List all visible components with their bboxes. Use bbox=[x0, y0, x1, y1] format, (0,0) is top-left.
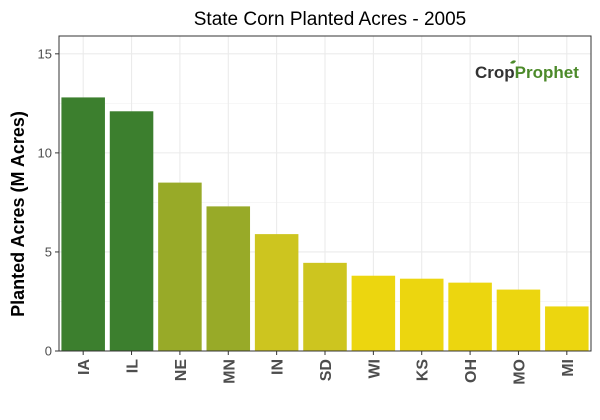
x-axis-ticks: IA IL NE MN IN SD WI KS OH MO MI bbox=[76, 351, 577, 385]
bar-wi bbox=[351, 275, 396, 351]
bar-sd bbox=[303, 262, 347, 351]
bar-ne bbox=[158, 182, 202, 351]
svg-text:CropProphet: CropProphet bbox=[475, 63, 579, 82]
x-tick-label-oh: OH bbox=[463, 359, 480, 383]
y-tick-label: 5 bbox=[45, 244, 52, 259]
bar-mo bbox=[496, 289, 541, 351]
bar-ia bbox=[61, 97, 105, 351]
y-axis-label: Planted Acres (M Acres) bbox=[8, 111, 28, 317]
x-tick-label-mi: MI bbox=[560, 359, 577, 377]
bar-mi bbox=[545, 306, 589, 351]
y-axis-ticks: 0 5 10 15 bbox=[38, 46, 59, 359]
leaf-icon bbox=[510, 60, 516, 64]
y-tick-label: 0 bbox=[45, 344, 52, 359]
y-tick-label: 15 bbox=[38, 46, 52, 61]
bar-ks bbox=[399, 278, 444, 351]
x-tick-label-ne: NE bbox=[173, 359, 190, 382]
plot-border bbox=[58, 35, 592, 352]
x-tick-label-mn: MN bbox=[221, 359, 238, 384]
bar-il bbox=[109, 111, 154, 351]
bars bbox=[61, 97, 589, 351]
x-tick-label-sd: SD bbox=[318, 359, 335, 381]
x-tick-label-wi: WI bbox=[366, 359, 383, 379]
x-tick-label-ia: IA bbox=[76, 359, 93, 375]
x-tick-label-in: IN bbox=[270, 359, 287, 375]
logo-text-crop: Crop bbox=[475, 63, 515, 82]
x-tick-label-il: IL bbox=[125, 359, 142, 373]
bar-in bbox=[254, 234, 299, 351]
cropprophet-logo: CropProphet bbox=[475, 60, 579, 82]
logo-text-prophet: Prophet bbox=[515, 63, 580, 82]
chart-title: State Corn Planted Acres - 2005 bbox=[194, 9, 467, 30]
y-tick-label: 10 bbox=[38, 145, 52, 160]
bar-mn bbox=[206, 206, 251, 351]
x-tick-label-ks: KS bbox=[415, 359, 432, 382]
x-tick-label-mo: MO bbox=[511, 359, 528, 385]
bar-oh bbox=[448, 282, 492, 351]
